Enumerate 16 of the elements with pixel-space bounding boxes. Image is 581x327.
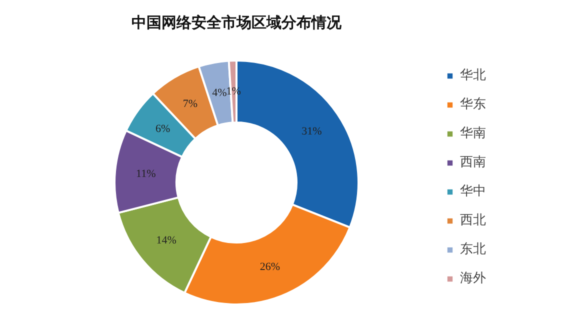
legend-label: 华北 bbox=[460, 67, 486, 84]
data-label: 26% bbox=[260, 261, 280, 274]
data-label: 14% bbox=[156, 234, 176, 247]
data-label: 31% bbox=[302, 125, 322, 138]
legend-label: 华南 bbox=[460, 125, 486, 142]
legend-label: 西北 bbox=[460, 212, 486, 229]
chart-title: 中国网络安全市场区域分布情况 bbox=[132, 14, 342, 32]
data-label: 7% bbox=[182, 98, 198, 110]
data-label: 11% bbox=[136, 168, 156, 180]
legend-label: 西南 bbox=[460, 154, 486, 171]
data-label: 6% bbox=[156, 123, 170, 136]
legend-label: 东北 bbox=[460, 241, 486, 258]
data-label: 4% bbox=[212, 87, 227, 100]
legend-label: 华东 bbox=[460, 96, 486, 113]
legend-label: 海外 bbox=[460, 270, 486, 287]
legend-label: 华中 bbox=[460, 183, 486, 200]
